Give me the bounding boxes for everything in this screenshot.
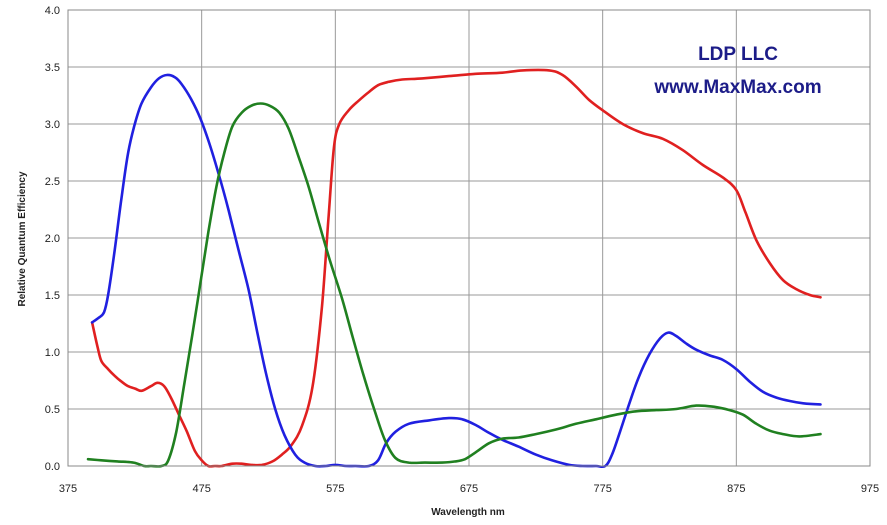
y-tick-label: 2.5 [45, 176, 60, 188]
x-tick-label: 375 [59, 483, 77, 495]
x-tick-label: 475 [192, 483, 210, 495]
plot-area-frame [67, 9, 871, 467]
y-tick-label: 0.5 [45, 404, 60, 416]
tick-labels: 0.0 0.5 1.0 1.5 2.0 2.5 3.0 3.5 4.0 375 475 575 675 7… [45, 5, 879, 495]
green-series-line [86, 102, 822, 468]
y-tick-label: 3.0 [45, 119, 60, 131]
red-series-line [90, 68, 822, 468]
y-tick-label: 3.5 [45, 62, 60, 74]
x-axis-label: Wavelength nm [431, 507, 505, 518]
x-tick-label: 575 [326, 483, 344, 495]
y-tick-label: 1.5 [45, 290, 60, 302]
x-tick-label: 875 [727, 483, 745, 495]
y-tick-label: 4.0 [45, 5, 60, 17]
y-tick-label: 0.0 [45, 461, 60, 473]
annotation-website: www.MaxMax.com [653, 77, 821, 98]
series-group [86, 68, 822, 469]
x-tick-label: 775 [593, 483, 611, 495]
y-axis-label: Relative Quantum Efficiency [17, 171, 28, 306]
x-tick-label: 675 [460, 483, 478, 495]
y-tick-label: 2.0 [45, 233, 60, 245]
x-tick-label: 975 [861, 483, 879, 495]
annotation-company: LDP LLC [698, 44, 778, 65]
y-tick-label: 1.0 [45, 347, 60, 359]
